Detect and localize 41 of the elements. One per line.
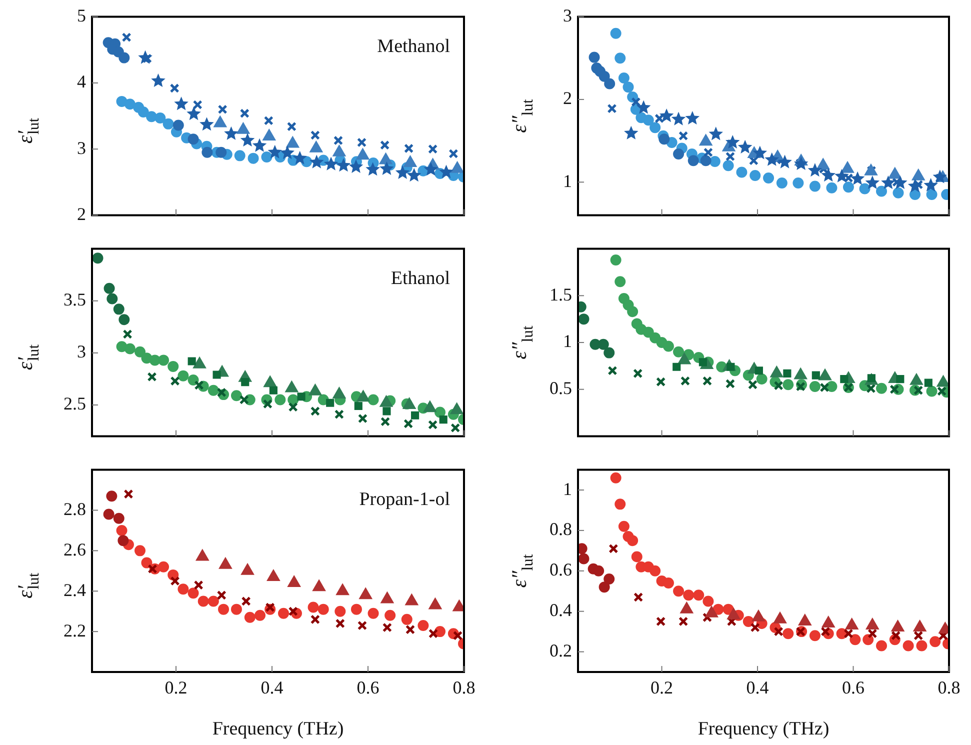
y-axis-title: ε′lut (13, 344, 42, 370)
y-tick-label: 0.5 (550, 378, 572, 398)
x-tick-label: 0.8 (938, 678, 960, 698)
y-tick-label: 1.5 (550, 284, 572, 304)
y-axis-title: ε′lut (13, 572, 42, 599)
y-tick-label: 3 (563, 6, 572, 26)
x-tick-label: 0.4 (260, 678, 284, 698)
y-axis-title: ε″lut (507, 98, 536, 133)
y-tick-label: 2 (563, 88, 572, 108)
annotation: Methanol (377, 36, 450, 57)
x-tick-label: 0.6 (842, 678, 865, 698)
x-tick-label: 0.6 (356, 678, 380, 698)
y-tick-label: 1 (563, 478, 572, 499)
annotation: Propan-1-ol (359, 488, 450, 510)
y-tick-label: 1 (563, 331, 572, 352)
x-tick-label: 0.2 (164, 678, 188, 698)
x-axis-title: Frequency (THz) (698, 718, 830, 740)
y-tick-label: 2 (77, 204, 86, 224)
y-axis-title: ε′lut (13, 117, 42, 144)
y-axis-title: ε″lut (507, 553, 536, 588)
y-tick-label: 2.4 (64, 580, 86, 600)
x-tick-label: 0.4 (746, 678, 769, 698)
y-tick-label: 0.2 (550, 640, 572, 661)
y-tick-label: 1 (563, 170, 572, 191)
y-tick-label: 3.5 (64, 290, 86, 310)
y-tick-label: 3 (77, 342, 86, 362)
y-tick-label: 0.4 (550, 600, 572, 620)
y-tick-label: 0.6 (550, 560, 572, 580)
y-tick-label: 5 (77, 6, 86, 26)
y-tick-label: 2.2 (64, 620, 86, 640)
y-axis-title: ε″lut (507, 325, 536, 360)
y-tick-label: 3 (77, 138, 86, 158)
x-tick-label: 0.8 (452, 678, 476, 698)
x-tick-label: 0.2 (650, 678, 674, 698)
y-tick-label: 4 (77, 72, 86, 92)
y-tick-label: 0.8 (550, 519, 572, 540)
y-tick-label: 2.8 (64, 498, 86, 519)
x-axis-title: Frequency (THz) (212, 718, 344, 740)
y-tick-label: 2.5 (64, 394, 86, 414)
annotation: Ethanol (390, 268, 450, 289)
y-tick-label: 2.6 (64, 539, 86, 560)
